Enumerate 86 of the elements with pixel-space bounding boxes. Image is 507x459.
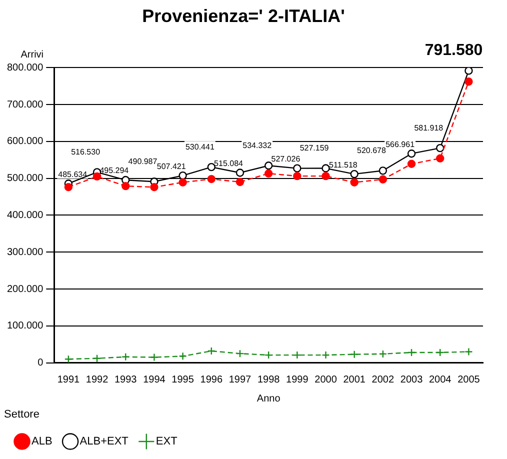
x-tick-label: 1997 (228, 374, 252, 386)
point (64, 183, 73, 192)
point (178, 352, 187, 360)
x-tick-label: 1996 (200, 374, 223, 386)
point (407, 348, 416, 357)
y-tick-label: 100.000 (6, 320, 44, 332)
chart-title: Provenienza=' 2-ITALIA' (142, 6, 345, 26)
data-label: 534.332 (242, 140, 272, 150)
y-tick-label: 200.000 (6, 284, 44, 295)
point (236, 178, 244, 186)
point (322, 164, 330, 172)
point (236, 349, 244, 358)
point (464, 68, 473, 75)
point (92, 354, 102, 362)
data-label: 515.084 (214, 158, 244, 168)
data-label: 527.159 (300, 143, 330, 152)
y-tick-label: 700.000 (6, 99, 44, 110)
data-label: 511.518 (329, 160, 358, 170)
x-tick-label: 2000 (314, 374, 338, 386)
y-tick-label: 500.000 (6, 173, 44, 184)
point (150, 353, 158, 362)
point (378, 175, 388, 184)
point (407, 149, 416, 158)
data-label: 581.918 (414, 123, 444, 132)
y-tick-label: 800.000 (6, 62, 44, 74)
point (293, 164, 302, 172)
x-tick-label: 2005 (458, 374, 480, 386)
point (178, 178, 187, 186)
y-tick-label: 0 (38, 358, 44, 369)
point (64, 355, 73, 363)
x-tick-label: 2001 (343, 374, 366, 386)
y-axis-title: Arrivi (20, 49, 44, 60)
y-tick-label: 600.000 (6, 136, 44, 148)
point (378, 350, 388, 358)
point (264, 162, 273, 170)
y-tick-label: 400.000 (6, 210, 44, 221)
x-tick-label: 1992 (86, 374, 109, 386)
data-label: 530.441 (185, 142, 215, 152)
y-tick-label: 300.000 (6, 246, 44, 258)
point (207, 174, 216, 184)
legend-label: EXT (156, 436, 178, 448)
x-tick-label: 1993 (114, 374, 138, 386)
point (436, 154, 444, 162)
point (350, 178, 358, 186)
point (293, 350, 302, 360)
point (464, 78, 473, 86)
x-tick-label: 1999 (286, 374, 309, 386)
point (150, 183, 158, 192)
point (293, 172, 302, 180)
x-tick-label: 1991 (57, 374, 80, 386)
x-tick-label: 2004 (428, 374, 452, 386)
point (436, 348, 444, 357)
point (350, 170, 358, 178)
point (207, 346, 216, 356)
point (350, 350, 358, 358)
point (322, 172, 330, 180)
x-tick-label: 1994 (143, 374, 166, 386)
point (436, 144, 444, 152)
legend-label: ALB+EXT (80, 436, 129, 448)
data-label: 527.026 (271, 154, 301, 164)
data-label: 566.961 (386, 140, 416, 149)
annotation: 791.580 (424, 42, 483, 60)
point (207, 162, 216, 172)
point (407, 160, 416, 168)
point (322, 350, 330, 360)
x-tick-label: 1998 (257, 374, 280, 386)
x-tick-label: 2002 (372, 374, 394, 386)
legend-label: ALB (32, 436, 52, 448)
data-label: 507.421 (156, 162, 186, 171)
point (92, 172, 102, 181)
point (236, 168, 244, 177)
data-label: 495.294 (100, 166, 130, 176)
x-axis-title: Anno (256, 394, 281, 405)
x-tick-label: 2003 (400, 374, 424, 386)
point (122, 352, 130, 361)
point (264, 350, 273, 360)
data-label: 490.987 (128, 156, 158, 166)
legend-title: Settore (4, 408, 40, 420)
data-label: 520.678 (357, 146, 386, 155)
point (464, 348, 473, 356)
point (378, 166, 388, 175)
data-label: 485.634 (58, 170, 88, 179)
point (264, 169, 273, 178)
point (122, 182, 130, 190)
x-tick-label: 1995 (172, 374, 194, 386)
data-label: 516.530 (71, 147, 101, 156)
